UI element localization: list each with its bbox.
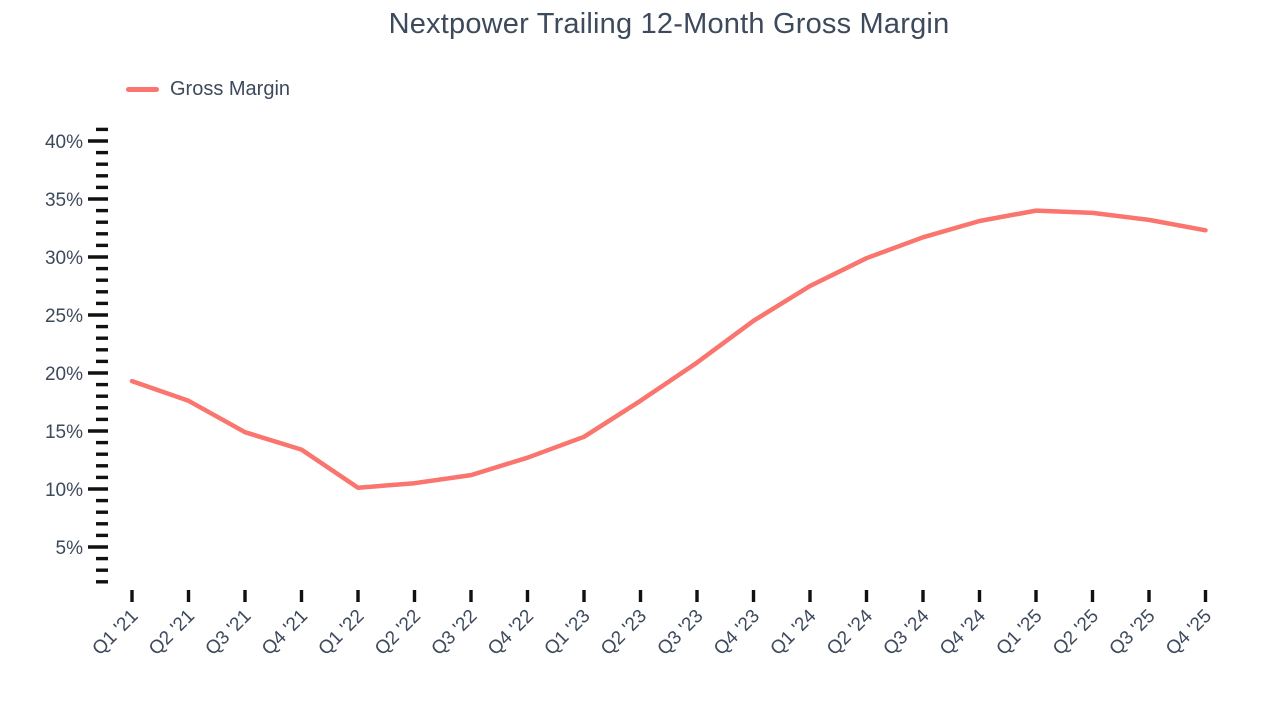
x-axis-tick-label: Q2 '24 bbox=[823, 605, 877, 659]
x-axis-tick-label: Q1 '23 bbox=[541, 606, 595, 660]
x-axis-tick-label: Q1 '22 bbox=[315, 606, 369, 660]
x-axis-tick-label: Q2 '22 bbox=[371, 606, 425, 660]
x-axis-tick-label: Q1 '21 bbox=[89, 606, 143, 660]
y-axis-tick-label: 10% bbox=[45, 480, 83, 501]
x-axis-tick-label: Q4 '24 bbox=[936, 605, 990, 659]
y-axis-tick-label: 5% bbox=[56, 538, 84, 559]
x-axis-tick-label: Q4 '23 bbox=[710, 606, 764, 660]
y-axis-tick-label: 15% bbox=[45, 422, 83, 443]
y-axis-tick-label: 25% bbox=[45, 306, 83, 327]
gross-margin-line bbox=[129, 208, 1208, 491]
legend-swatch-icon bbox=[126, 87, 159, 92]
x-axis-tick-label: Q3 '24 bbox=[880, 605, 934, 659]
x-axis-tick-label: Q4 '22 bbox=[484, 606, 538, 660]
y-axis-tick-label: 30% bbox=[45, 248, 83, 269]
x-axis-tick-label: Q3 '25 bbox=[1106, 606, 1160, 660]
legend-label: Gross Margin bbox=[170, 78, 291, 100]
legend-item-gross-margin[interactable]: Gross Margin bbox=[126, 78, 290, 101]
x-axis-tick-label: Q1 '24 bbox=[767, 605, 821, 659]
x-axis-tick-label: Q3 '22 bbox=[428, 606, 482, 660]
y-axis-tick-label: 20% bbox=[45, 364, 83, 385]
x-axis-tick-label: Q2 '21 bbox=[145, 606, 199, 660]
y-axis-tick-label: 40% bbox=[45, 132, 83, 153]
x-axis-tick-label: Q2 '23 bbox=[597, 606, 651, 660]
chart-title: Nextpower Trailing 12-Month Gross Margin bbox=[388, 8, 950, 40]
x-axis-tick-label: Q4 '25 bbox=[1162, 606, 1216, 660]
y-axis-tick-label: 35% bbox=[45, 190, 83, 211]
x-axis-tick-label: Q1 '25 bbox=[993, 606, 1047, 660]
x-axis-tick-label: Q3 '23 bbox=[654, 606, 708, 660]
x-axis-tick-label: Q3 '21 bbox=[202, 606, 256, 660]
x-axis-tick-label: Q4 '21 bbox=[258, 606, 312, 660]
x-axis-tick-label: Q2 '25 bbox=[1049, 606, 1103, 660]
